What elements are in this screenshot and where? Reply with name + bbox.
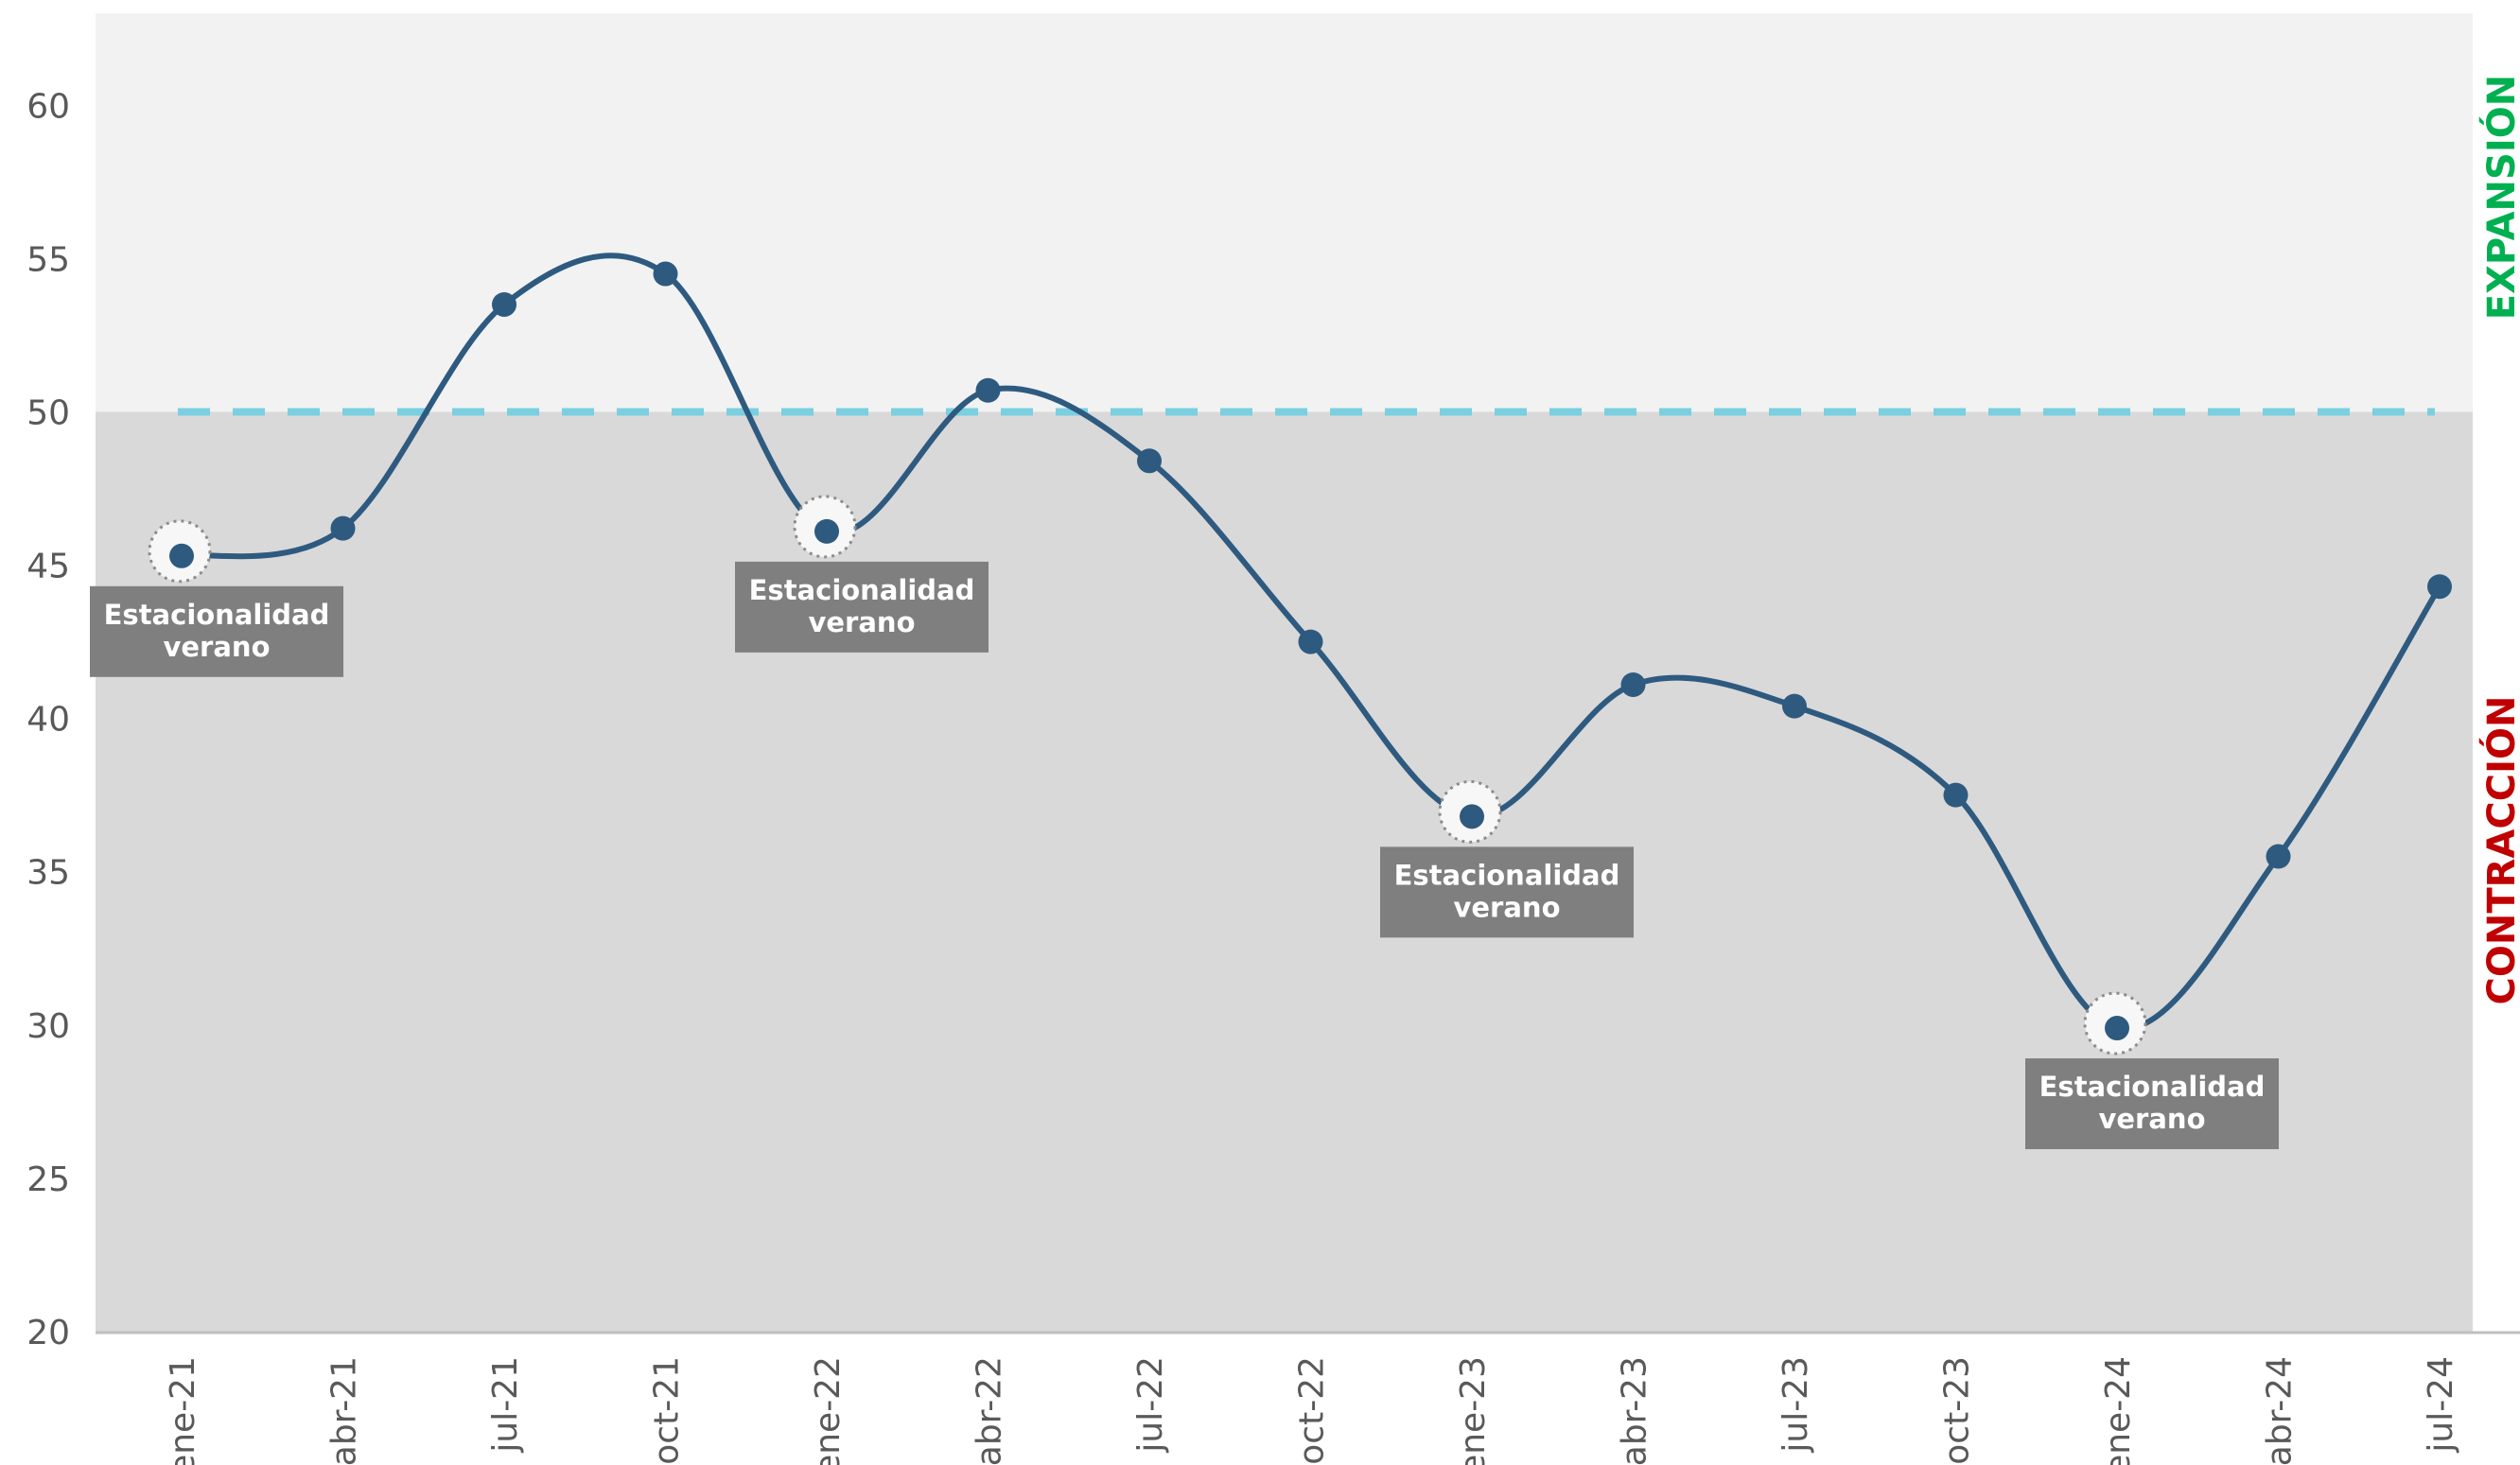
data-point — [330, 515, 356, 541]
data-point — [2266, 844, 2291, 869]
y-tick-label: 60 — [26, 87, 70, 126]
y-tick-label: 40 — [26, 701, 70, 740]
x-tick-label: ene-23 — [1454, 1356, 1493, 1465]
x-tick-label: oct-23 — [1938, 1356, 1977, 1465]
data-point — [975, 377, 1001, 403]
y-tick-label: 50 — [26, 393, 70, 432]
y-tick-label: 20 — [26, 1314, 70, 1352]
x-tick-label: abr-24 — [2261, 1356, 2300, 1465]
annotation-text: verano — [1453, 891, 1560, 923]
x-tick-labels: ene-21 abr-21 jul-21 oct-21 ene-22 abr-22 jul-… — [164, 1356, 2460, 1465]
data-point — [2427, 574, 2452, 600]
annotation-text: verano — [808, 606, 915, 638]
x-tick-label: jul-21 — [486, 1356, 525, 1454]
x-tick-label: abr-23 — [1616, 1356, 1654, 1465]
x-tick-label: jul-23 — [1776, 1356, 1815, 1454]
annotation-text: verano — [163, 631, 270, 663]
annotation-text: Estacionalidad — [104, 599, 330, 631]
y-tick-label: 25 — [26, 1160, 70, 1199]
data-point — [492, 291, 516, 317]
x-tick-label: oct-21 — [648, 1356, 687, 1465]
x-tick-label: ene-22 — [809, 1356, 848, 1465]
x-tick-label: abr-21 — [325, 1356, 364, 1465]
annotation-background — [2025, 1058, 2279, 1150]
x-tick-label: jul-22 — [1131, 1356, 1170, 1454]
y-tick-labels: 20 25 30 35 40 45 50 55 60 — [26, 87, 70, 1352]
zone-label-contraction: CONTRACCIÓN — [2478, 696, 2520, 1005]
zone-lower-background — [96, 411, 2473, 1332]
data-point — [169, 543, 194, 568]
annotation-background — [1380, 846, 1634, 938]
annotations: EstacionalidadveranoEstacionalidadverano… — [90, 561, 2279, 1150]
data-point — [653, 261, 678, 287]
annotation-text: Estacionalidad — [749, 574, 975, 606]
data-point — [2105, 1016, 2129, 1041]
y-tick-label: 35 — [26, 854, 70, 893]
data-point — [1137, 448, 1162, 474]
data-point — [1298, 629, 1323, 654]
annotation-text: Estacionalidad — [2039, 1071, 2266, 1103]
x-tick-label: ene-24 — [2099, 1356, 2138, 1465]
zone-upper-background — [96, 13, 2473, 412]
annotation-background — [735, 561, 989, 653]
y-tick-label: 30 — [26, 1007, 70, 1046]
zone-label-expansion: EXPANSIÓN — [2478, 75, 2520, 320]
data-point — [1620, 671, 1646, 697]
data-point — [814, 518, 839, 544]
data-points — [169, 261, 2452, 1041]
y-tick-label: 55 — [26, 240, 70, 279]
x-tick-label: jul-24 — [2422, 1356, 2460, 1454]
y-tick-label: 45 — [26, 548, 70, 586]
annotation-text: Estacionalidad — [1394, 859, 1620, 891]
data-point — [1943, 782, 1969, 808]
x-tick-label: abr-22 — [971, 1356, 1009, 1465]
annotation-text: verano — [2098, 1103, 2205, 1135]
data-point — [1782, 693, 1807, 719]
x-tick-label: oct-22 — [1293, 1356, 1332, 1465]
data-point — [1460, 804, 1484, 829]
annotation-background — [90, 585, 343, 677]
x-tick-label: ene-21 — [164, 1356, 202, 1465]
